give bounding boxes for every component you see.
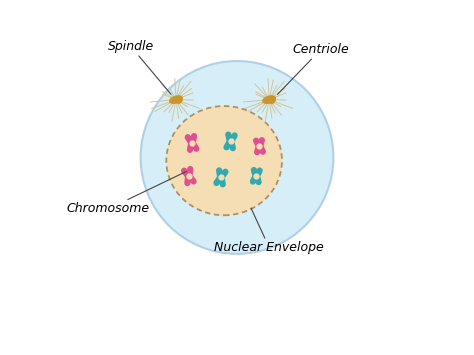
Text: Nuclear Envelope: Nuclear Envelope (214, 208, 324, 254)
Ellipse shape (177, 98, 182, 104)
Ellipse shape (262, 95, 276, 104)
Ellipse shape (270, 98, 276, 104)
Text: PROPHASE: PROPHASE (186, 329, 288, 347)
Text: Spindle: Spindle (108, 40, 171, 94)
Ellipse shape (169, 95, 183, 104)
Text: Centriole: Centriole (277, 43, 349, 94)
Text: Chromosome: Chromosome (67, 171, 186, 215)
Ellipse shape (166, 106, 282, 215)
Ellipse shape (141, 61, 333, 254)
